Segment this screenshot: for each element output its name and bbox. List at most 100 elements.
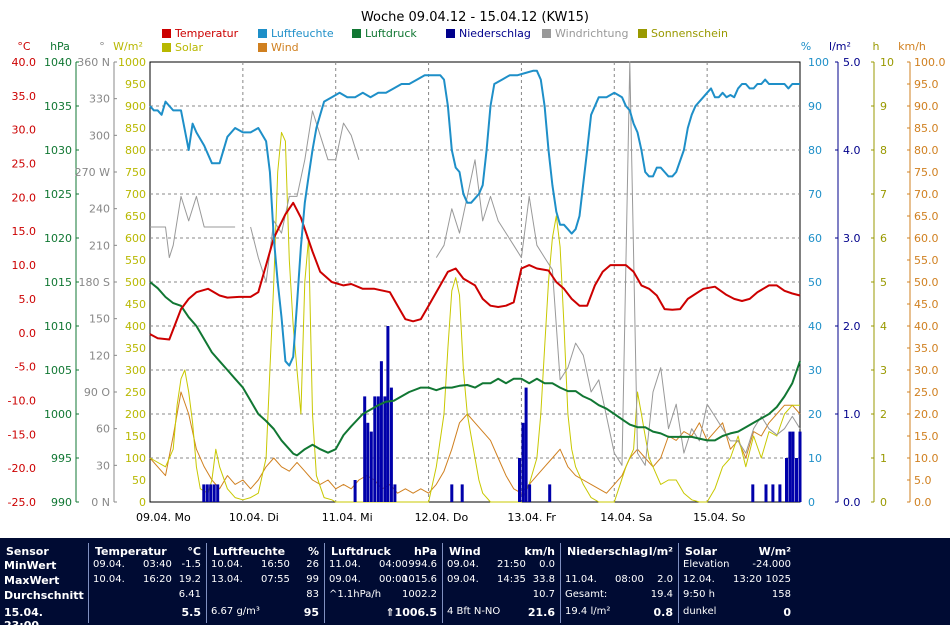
rain-bar: [353, 480, 357, 502]
axis-tick-label: 360 N: [77, 56, 110, 69]
temperature-line: [149, 201, 801, 341]
axis-tick-label: 550: [125, 254, 146, 267]
legend-label: Temperatur: [174, 27, 239, 40]
axis-unit: h: [873, 40, 880, 53]
stats-cell: 994.6: [408, 559, 437, 570]
x-tick-label: 11.04. Mi: [322, 511, 373, 524]
axis-tick-label: 100: [125, 452, 146, 465]
axis-tick-label: 350: [125, 342, 146, 355]
stats-sensor-title: Sensor: [6, 545, 49, 558]
axis-tick-label: 60.0: [914, 232, 939, 245]
rain-bar: [548, 484, 552, 502]
x-tick-label: 13.04. Fr: [507, 511, 556, 524]
chart-title: Woche 09.04.12 - 15.04.12 (KW15): [361, 10, 589, 25]
axis-tick-label: 70.0: [914, 188, 939, 201]
legend-swatch: [258, 43, 267, 52]
stats-cell: 13.04.: [211, 574, 243, 585]
stats-footer: 15.04. 23:00: [4, 606, 43, 632]
axis-tick-label: 80.0: [914, 144, 939, 157]
axis-tick-label: 0.0: [914, 496, 932, 509]
stats-footer-row: 19.4 l/m² 0.8: [565, 606, 673, 619]
axis-tick-label: 1025: [44, 188, 72, 201]
stats-cell: 09.04.: [447, 574, 479, 585]
x-tick-label: 12.04. Do: [415, 511, 469, 524]
stats-row: 11.04. 08:00 2.0: [565, 574, 673, 587]
legend-label: Sonnenschein: [651, 27, 728, 40]
wind-direction-line: [150, 61, 801, 466]
x-tick-label: 10.04. Di: [229, 511, 279, 524]
rain-bar: [764, 484, 768, 502]
axis-tick-label: 55.0: [914, 254, 939, 267]
axis-tick-label: 1005: [44, 364, 72, 377]
stats-label: MaxWert: [4, 574, 60, 587]
axis-tick-label: 15.0: [12, 225, 37, 238]
rain-bar: [202, 484, 206, 502]
stats-footer-value: 0.8: [653, 606, 674, 619]
stats-cell: 83: [306, 589, 319, 600]
stats-cell: 13:20: [733, 574, 762, 585]
axis-tick-label: 950: [125, 78, 146, 91]
stats-title: Temperatur: [95, 545, 167, 558]
stats-cell: 09.04.: [93, 559, 125, 570]
axis-tick-label: 30: [808, 364, 822, 377]
rain-bar: [771, 484, 775, 502]
stats-title: Solar: [685, 545, 718, 558]
rain-bar: [212, 484, 216, 502]
axis-tick-label: 9: [880, 100, 887, 113]
axis-tick-label: 25.0: [914, 386, 939, 399]
rain-bar: [528, 484, 532, 502]
axis-tick-label: 900: [125, 100, 146, 113]
stats-title: Wind: [449, 545, 481, 558]
axis-tick-label: 10: [880, 56, 894, 69]
solar-line: [149, 131, 800, 503]
axis-tick-label: 70: [808, 188, 822, 201]
stats-row: 10.04. 16:20 19.2: [93, 574, 201, 587]
legend-label: Solar: [175, 41, 204, 54]
stats-unit: km/h: [524, 545, 555, 558]
axes: °C40.035.030.025.020.015.010.05.00.0-5.0…: [8, 40, 946, 509]
legend-swatch: [446, 29, 455, 38]
axis-tick-label: 90.0: [914, 100, 939, 113]
stats-row: [565, 559, 673, 572]
stats-title: Luftfeuchte: [213, 545, 286, 558]
stats-cell: 33.8: [532, 574, 555, 585]
axis-tick-label: 0.0: [843, 496, 861, 509]
stats-row: 13.04. 07:55 99: [211, 574, 319, 587]
stats-row: 9:50 h 158: [683, 589, 791, 602]
stats-row: 09.04. 00:00 1015.6: [329, 574, 437, 587]
rain-bar: [788, 431, 792, 502]
axis-tick-label: 200: [125, 408, 146, 421]
legend-label: Windrichtung: [555, 27, 628, 40]
axis-unit: W/m²: [113, 40, 143, 53]
stats-cell: 08:00: [615, 574, 644, 585]
stats-cell: 9:50 h: [683, 589, 715, 600]
axis-tick-label: 450: [125, 298, 146, 311]
rain-bar: [795, 458, 798, 502]
rain-bar: [373, 396, 377, 502]
axis-tick-label: 85.0: [914, 122, 939, 135]
stats-row: MaxWert: [4, 574, 80, 587]
axis-tick-label: 4: [880, 320, 887, 333]
legend-swatch: [638, 29, 647, 38]
stats-row: 09.04. 21:50 0.0: [447, 559, 555, 572]
stats-row: 10.7: [447, 589, 555, 602]
axis-tick-label: 20.0: [914, 408, 939, 421]
axis-tick-label: 7: [880, 188, 887, 201]
stats-cell: 11.04.: [565, 574, 597, 585]
stats-unit: %: [307, 545, 319, 558]
axis-tick-label: 20: [808, 408, 822, 421]
stats-footer-value: 0: [783, 606, 791, 619]
grid: [149, 61, 801, 503]
axis-tick-label: 5.0: [914, 474, 932, 487]
axis-tick-label: 60: [96, 423, 110, 436]
axis-tick-label: 95.0: [914, 78, 939, 91]
stats-row: 09.04. 14:35 33.8: [447, 574, 555, 587]
axis-tick-label: 65.0: [914, 210, 939, 223]
stats-row: ^1.1hPa/h 1002.2: [329, 589, 437, 602]
stats-footer-value: 21.6: [527, 606, 555, 619]
stats-cell: 19.4: [650, 589, 673, 600]
stats-cell: 21:50: [497, 559, 526, 570]
axis-tick-label: 850: [125, 122, 146, 135]
axis-tick-label: -25.0: [8, 496, 36, 509]
stats-row: 11.04. 04:00 994.6: [329, 559, 437, 572]
